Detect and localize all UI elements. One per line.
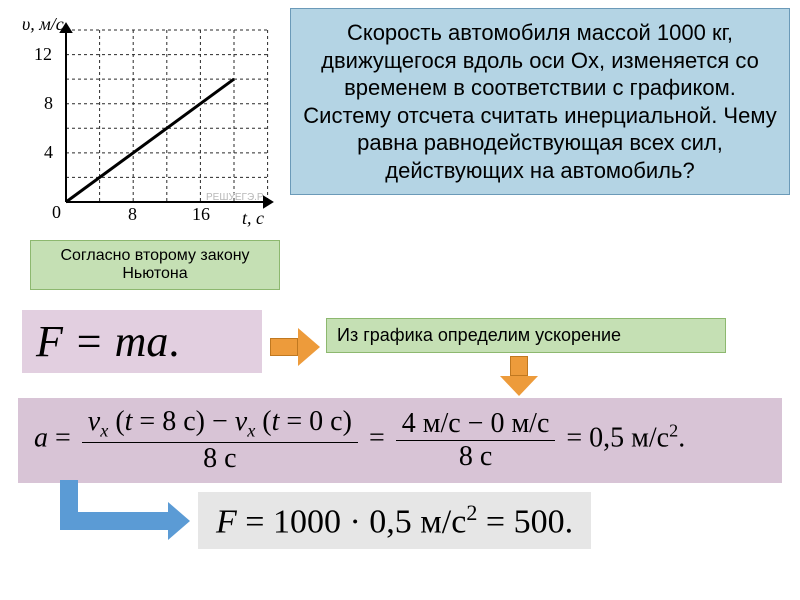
svg-text:4: 4 [44,142,53,162]
formula-acceleration: a = vx (t = 8 c) − vx (t = 0 c) 8 c = 4 … [18,398,782,483]
svg-text:8: 8 [44,93,53,113]
note-determine-acceleration: Из графика определим ускорение [326,318,726,353]
svg-text:t, c: t, c [242,208,264,228]
formula-result-force: F = 1000 · 0,5 м/c2 = 500. [198,492,591,549]
svg-text:12: 12 [34,44,52,64]
svg-text:υ, м/c: υ, м/c [22,14,64,34]
svg-text:РЕШУЕГЭ.Р: РЕШУЕГЭ.Р [206,192,264,203]
svg-text:16: 16 [192,204,210,224]
formula-f-ma: F = ma. [22,310,262,373]
note2-text: Из графика определим ускорение [337,325,621,345]
problem-text: Скорость автомобиля массой 1000 кг, движ… [303,20,776,183]
velocity-time-graph: РЕШУЕГЭ.Р υ, м/c t, c 0 4 8 12 8 16 [18,12,278,232]
note-newton-second-law: Согласно второму закону Ньютона [30,240,280,290]
svg-text:8: 8 [128,204,137,224]
note1-text: Согласно второму закону Ньютона [60,247,249,282]
arrow-elbow-icon [60,480,190,530]
problem-statement: Скорость автомобиля массой 1000 кг, движ… [290,8,790,195]
svg-text:0: 0 [52,202,61,222]
